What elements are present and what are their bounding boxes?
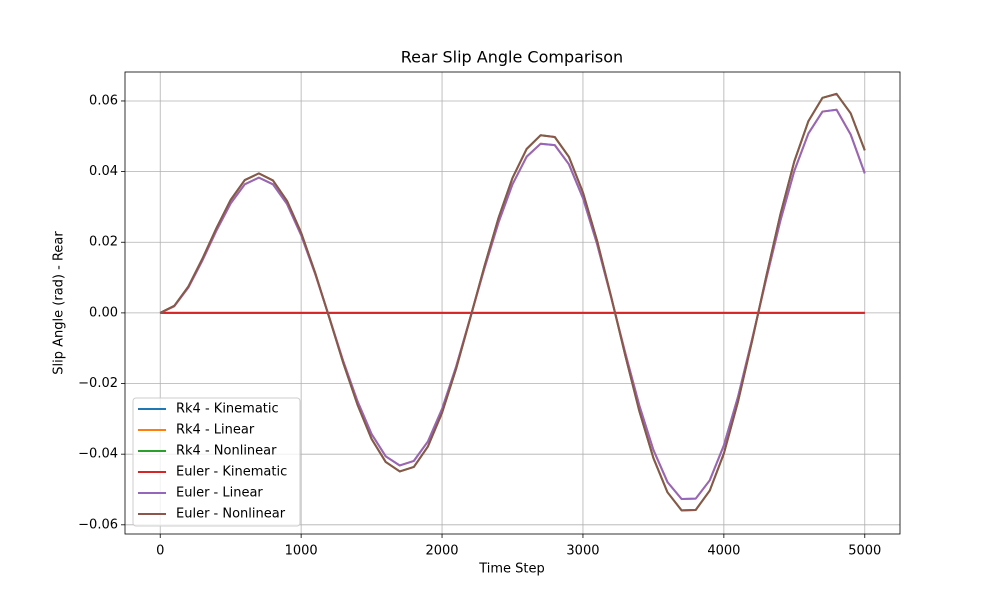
legend-label: Rk4 - Kinematic <box>176 402 279 417</box>
x-tick-label: 2000 <box>425 544 458 559</box>
plot-frame <box>124 71 901 535</box>
legend-label: Rk4 - Linear <box>176 423 255 438</box>
x-tick-label: 4000 <box>707 544 740 559</box>
y-axis-label: Slip Angle (rad) - Rear <box>52 231 67 375</box>
x-tick-label: 1000 <box>285 544 318 559</box>
legend-label: Euler - Kinematic <box>176 465 287 480</box>
x-tick-label: 3000 <box>566 544 599 559</box>
y-tick-label: −0.04 <box>78 447 118 462</box>
legend-label: Euler - Linear <box>176 486 263 501</box>
y-tick-label: 0.06 <box>89 93 118 108</box>
y-tick-label: 0.00 <box>89 305 118 320</box>
legend-label: Rk4 - Nonlinear <box>176 444 277 459</box>
series-line <box>159 92 866 512</box>
x-tick-label: 0 <box>156 544 164 559</box>
legend: Rk4 - Kinematic Rk4 - Linear Rk4 - Nonline… <box>132 397 301 527</box>
y-tick-label: −0.02 <box>78 376 118 391</box>
x-axis-label: Time Step <box>478 562 545 577</box>
chart-title: Rear Slip Angle Comparison <box>401 48 623 67</box>
y-tick-label: 0.02 <box>89 235 118 250</box>
y-tick-label: −0.06 <box>78 517 118 532</box>
legend-label: Euler - Nonlinear <box>176 507 286 522</box>
legend-box <box>132 397 301 527</box>
y-tick-label: 0.04 <box>89 164 118 179</box>
x-tick-label: 5000 <box>848 544 881 559</box>
